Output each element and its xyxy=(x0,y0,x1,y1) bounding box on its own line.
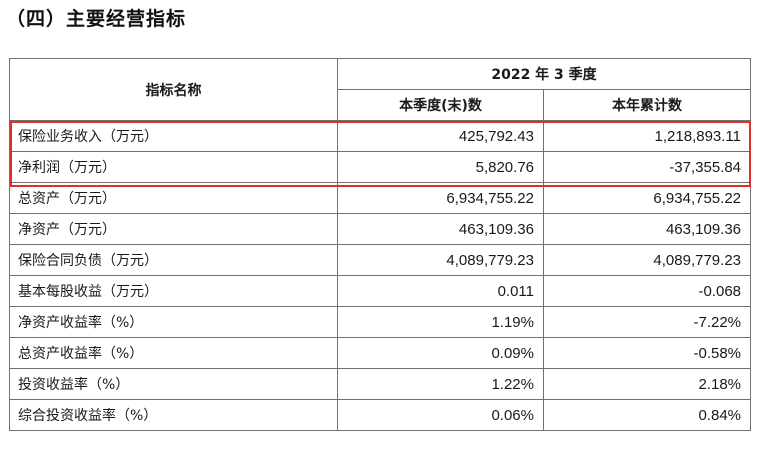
row-ytd-value: -0.068 xyxy=(542,275,752,307)
row-ytd-value: -7.22% xyxy=(542,306,752,338)
row-ytd-value: -0.58% xyxy=(542,337,752,369)
row-label: 保险合同负债（万元） xyxy=(9,244,338,276)
table-row: 净利润（万元） 5,820.76 -37,355.84 xyxy=(9,151,752,183)
table-row: 保险合同负债（万元） 4,089,779.23 4,089,779.23 xyxy=(9,244,752,276)
row-quarter-value: 1.22% xyxy=(337,368,544,400)
row-ytd-value: 2.18% xyxy=(542,368,752,400)
row-ytd-value: 1,218,893.11 xyxy=(542,120,752,152)
header-quarter: 本季度(末)数 xyxy=(337,89,544,121)
row-label: 投资收益率（%） xyxy=(9,368,338,400)
table-row: 综合投资收益率（%） 0.06% 0.84% xyxy=(9,399,752,431)
table-row: 保险业务收入（万元） 425,792.43 1,218,893.11 xyxy=(9,120,752,152)
row-quarter-value: 5,820.76 xyxy=(337,151,544,183)
section-title: （四）主要经营指标 xyxy=(6,8,187,30)
row-quarter-value: 0.011 xyxy=(337,275,544,307)
row-quarter-value: 425,792.43 xyxy=(337,120,544,152)
row-quarter-value: 1.19% xyxy=(337,306,544,338)
metrics-table: 指标名称 2022 年 3 季度 本季度(末)数 本年累计数 保险业务收入（万元… xyxy=(9,58,752,431)
row-label: 净资产收益率（%） xyxy=(9,306,338,338)
header-period: 2022 年 3 季度 xyxy=(336,58,752,90)
table-row: 基本每股收益（万元） 0.011 -0.068 xyxy=(9,275,752,307)
row-label: 总资产（万元） xyxy=(9,182,338,214)
table-row: 净资产收益率（%） 1.19% -7.22% xyxy=(9,306,752,338)
row-label: 净资产（万元） xyxy=(9,213,338,245)
header-indicator-name: 指标名称 xyxy=(9,58,338,121)
row-quarter-value: 0.09% xyxy=(337,337,544,369)
row-quarter-value: 6,934,755.22 xyxy=(337,182,544,214)
row-ytd-value: 463,109.36 xyxy=(542,213,752,245)
table-row: 净资产（万元） 463,109.36 463,109.36 xyxy=(9,213,752,245)
row-label: 综合投资收益率（%） xyxy=(9,399,338,431)
row-ytd-value: -37,355.84 xyxy=(542,151,752,183)
header-row-period: 指标名称 2022 年 3 季度 xyxy=(9,58,752,121)
table-row: 投资收益率（%） 1.22% 2.18% xyxy=(9,368,752,400)
row-label: 总资产收益率（%） xyxy=(9,337,338,369)
row-quarter-value: 4,089,779.23 xyxy=(337,244,544,276)
row-quarter-value: 463,109.36 xyxy=(337,213,544,245)
row-quarter-value: 0.06% xyxy=(337,399,544,431)
row-label: 基本每股收益（万元） xyxy=(9,275,338,307)
row-ytd-value: 0.84% xyxy=(542,399,752,431)
row-label: 净利润（万元） xyxy=(9,151,338,183)
header-ytd: 本年累计数 xyxy=(542,89,752,121)
header-row-columns: 本季度(末)数 本年累计数 xyxy=(10,89,752,121)
row-label: 保险业务收入（万元） xyxy=(9,120,338,152)
table-row: 总资产收益率（%） 0.09% -0.58% xyxy=(9,337,752,369)
row-ytd-value: 6,934,755.22 xyxy=(542,182,752,214)
table-row: 总资产（万元） 6,934,755.22 6,934,755.22 xyxy=(9,182,752,214)
row-ytd-value: 4,089,779.23 xyxy=(542,244,752,276)
